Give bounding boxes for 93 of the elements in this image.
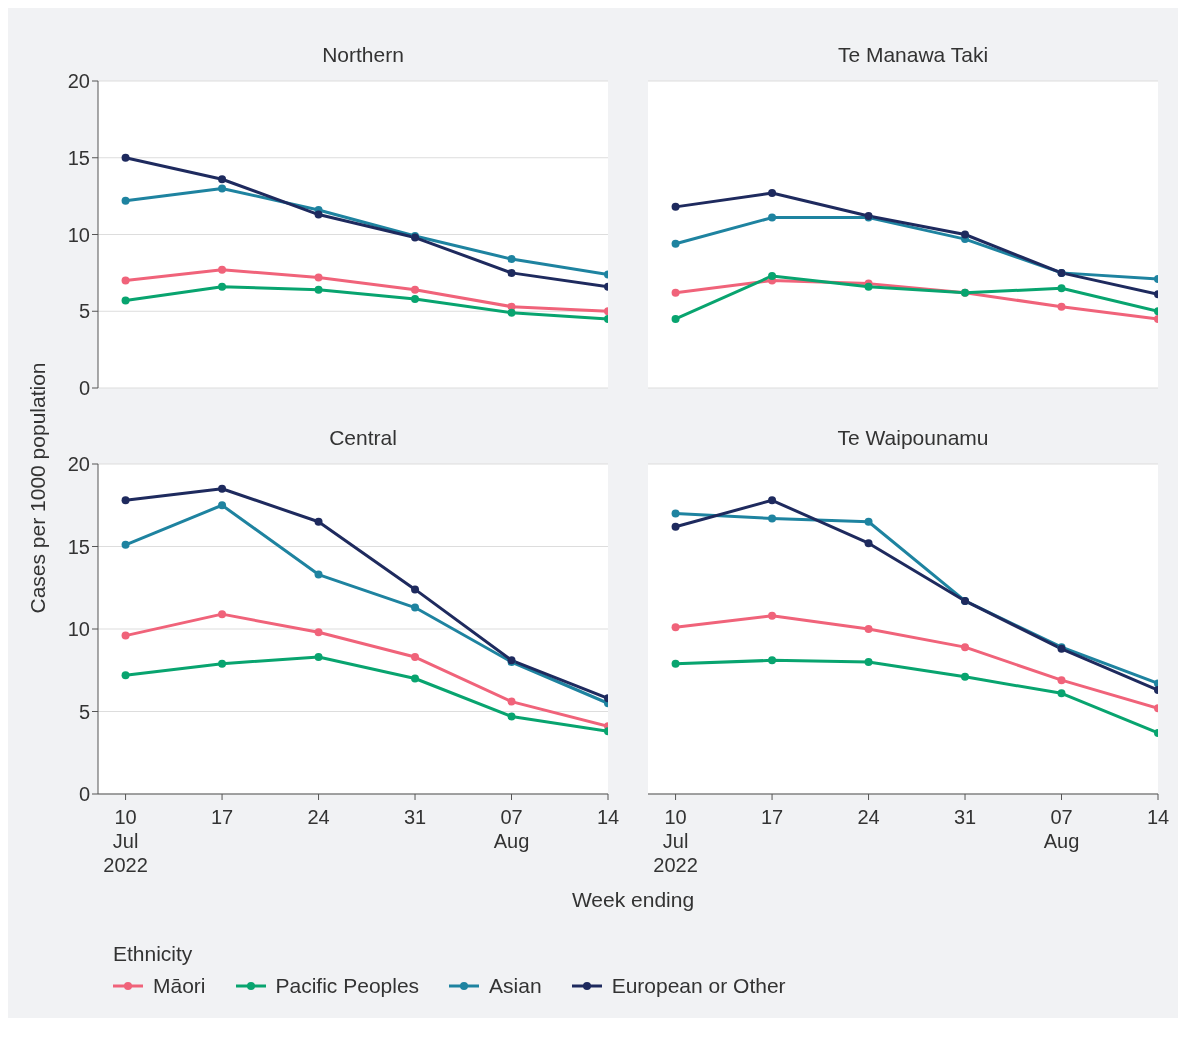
chart-title: Te Waipounamu [836, 426, 990, 451]
x-tick-label: 14 [1146, 806, 1170, 828]
point [864, 517, 873, 526]
x-tick-label: 07 Aug [493, 806, 530, 852]
point [507, 268, 516, 277]
y-tick-label: 10 [67, 223, 90, 246]
point [961, 672, 970, 681]
point [121, 631, 130, 640]
legend-label: Pacific Peoples [275, 974, 420, 998]
y-tick-label: 20 [67, 70, 90, 93]
point [671, 522, 680, 531]
y-tick-label: 5 [78, 700, 90, 723]
x-tick-label: 17 [210, 806, 234, 828]
y-tick-label: 0 [78, 783, 90, 806]
point [411, 603, 420, 612]
point [218, 175, 227, 184]
point [314, 653, 323, 662]
point [864, 539, 873, 548]
point [314, 517, 323, 526]
point [314, 628, 323, 637]
point [507, 697, 516, 706]
y-tick-label: 15 [67, 535, 90, 558]
point [218, 265, 227, 274]
point [218, 282, 227, 291]
point [121, 671, 130, 680]
point [671, 314, 680, 323]
legend-label: Māori [153, 974, 206, 998]
point [411, 674, 420, 683]
point [671, 509, 680, 518]
point [507, 712, 516, 721]
point [768, 611, 777, 620]
point [768, 189, 777, 198]
point [671, 239, 680, 248]
point [671, 623, 680, 632]
chart-title: Central [328, 426, 398, 451]
point [314, 210, 323, 219]
legend-label: European or Other [611, 974, 786, 998]
x-tick-label: 31 [953, 806, 977, 828]
x-tick-label: 24 [857, 806, 880, 828]
point [961, 230, 970, 239]
point [411, 294, 420, 303]
point [218, 501, 227, 510]
x-tick-label: 10 Jul 2022 [103, 806, 148, 876]
chart-title: Te Manawa Taki [836, 43, 990, 68]
point [121, 196, 130, 205]
x-tick-label: 07 Aug [1043, 806, 1080, 852]
point [121, 153, 130, 162]
point [768, 213, 777, 222]
y-tick-label: 5 [78, 300, 90, 323]
x-axis-title: Week ending [570, 888, 696, 912]
point [864, 658, 873, 666]
point [1057, 284, 1066, 293]
y-axis-title: Cases per 1000 population [26, 362, 50, 614]
point [218, 610, 227, 619]
point [864, 625, 873, 633]
point [671, 288, 680, 297]
x-tick-label: 24 [307, 806, 330, 828]
y-tick-label: 15 [67, 146, 90, 169]
point [768, 271, 777, 280]
legend-title: Ethnicity [113, 942, 194, 966]
point [671, 659, 680, 668]
x-tick-label: 17 [760, 806, 784, 828]
point [411, 285, 420, 294]
point [411, 585, 420, 594]
y-tick-label: 0 [78, 377, 90, 400]
point [768, 656, 777, 665]
point [314, 570, 323, 579]
legend-label: Asian [489, 974, 542, 998]
point [507, 308, 516, 317]
x-tick-label: 31 [403, 806, 427, 828]
point [411, 653, 420, 662]
point [121, 296, 130, 305]
point [218, 484, 227, 493]
point [1057, 302, 1066, 311]
y-tick-label: 10 [67, 618, 90, 641]
point [121, 276, 130, 285]
point [507, 255, 516, 264]
x-tick-label: 10 Jul 2022 [653, 806, 698, 876]
point [1057, 676, 1066, 685]
y-tick-label: 20 [67, 453, 90, 476]
point [314, 285, 323, 294]
point [218, 659, 227, 668]
point [1057, 689, 1066, 698]
point [768, 514, 777, 523]
chart-title: Northern [321, 43, 405, 68]
point [314, 273, 323, 282]
point [121, 496, 130, 505]
point [961, 643, 970, 652]
x-tick-label: 14 [596, 806, 620, 828]
point [768, 496, 777, 505]
point [671, 202, 680, 211]
point [121, 540, 130, 549]
point [218, 184, 227, 193]
